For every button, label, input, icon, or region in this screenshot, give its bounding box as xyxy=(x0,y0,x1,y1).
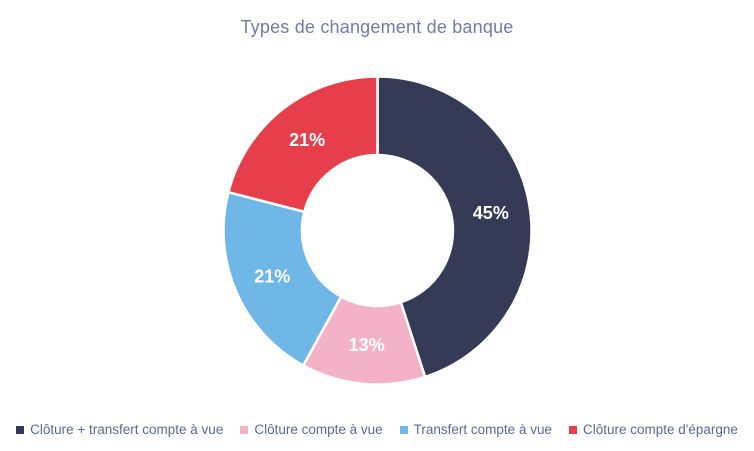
legend-item-label: Clôture + transfert compte à vue xyxy=(30,422,224,437)
legend-item-1: Clôture compte à vue xyxy=(240,422,383,437)
chart-legend: Clôture + transfert compte à vue Clôture … xyxy=(0,422,754,437)
legend-item-2: Transfert compte à vue xyxy=(399,422,552,437)
legend-item-0: Clôture + transfert compte à vue xyxy=(16,422,223,437)
legend-item-3: Clôture compte d'épargne xyxy=(568,422,738,437)
donut-slices xyxy=(222,75,533,386)
donut-slice-3 xyxy=(227,75,379,213)
legend-swatch-icon xyxy=(568,425,577,434)
slice-percent-label-2: 21% xyxy=(254,266,290,286)
donut-slice-labels: 45% 13% 21% 21% xyxy=(254,130,509,355)
donut-chart: 45% 13% 21% 21% xyxy=(222,75,533,386)
chart-title: Types de changement de banque xyxy=(240,17,514,37)
legend-item-label: Clôture compte à vue xyxy=(254,422,383,437)
donut-slice-0 xyxy=(376,75,533,379)
legend-item-label: Transfert compte à vue xyxy=(413,422,552,437)
legend-swatch-icon xyxy=(16,425,25,434)
slice-percent-label-3: 21% xyxy=(289,130,325,150)
donut-slice-2 xyxy=(222,190,343,367)
legend-swatch-icon xyxy=(240,425,249,434)
slice-percent-label-0: 45% xyxy=(473,203,509,223)
legend-swatch-icon xyxy=(399,425,408,434)
slice-percent-label-1: 13% xyxy=(349,335,385,355)
legend-item-label: Clôture compte d'épargne xyxy=(582,422,738,437)
